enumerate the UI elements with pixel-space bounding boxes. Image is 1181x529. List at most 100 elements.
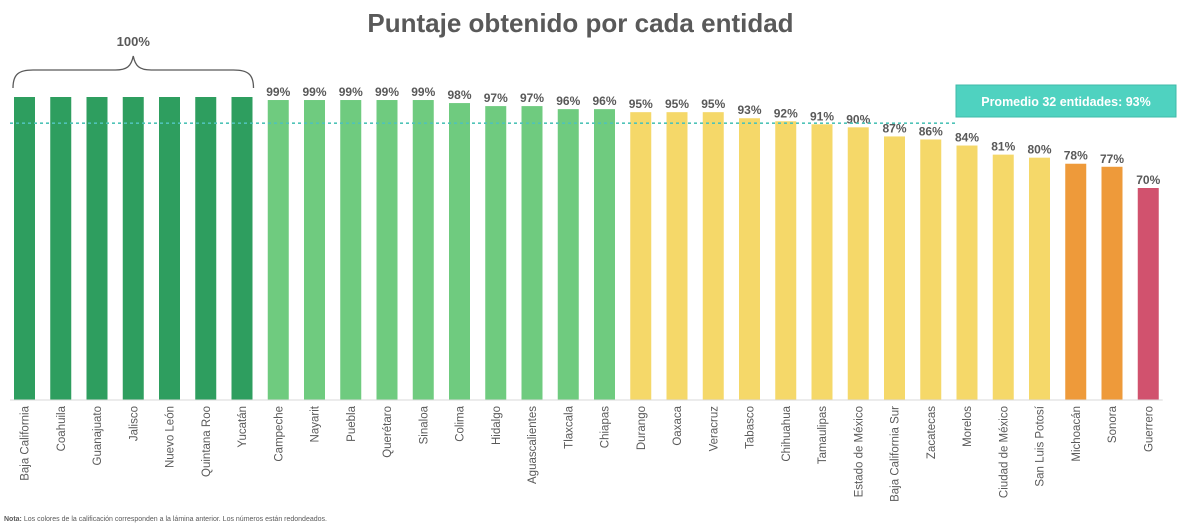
footnote-text: Los colores de la calificación correspon… — [23, 516, 327, 523]
value-label-13: 97% — [484, 91, 508, 105]
x-tick-label-24: Baja California Sur — [890, 406, 902, 502]
value-label-9: 99% — [339, 85, 363, 99]
x-tick-label-22: Tamaulipas — [817, 406, 829, 464]
value-label-11: 99% — [411, 85, 435, 99]
value-label-21: 92% — [774, 106, 798, 120]
x-tick-label-30: Sonora — [1107, 405, 1119, 443]
bar-24 — [884, 136, 905, 400]
value-label-25: 86% — [919, 124, 943, 138]
bar-7 — [267, 100, 289, 400]
x-tick-label-12: Colima — [455, 405, 467, 441]
footnote-prefix: Nota: — [4, 516, 22, 523]
bar-3 — [122, 97, 144, 400]
bar-8 — [304, 100, 325, 400]
x-tick-label-27: Ciudad de México — [998, 406, 1010, 498]
x-tick-label-9: Puebla — [346, 405, 358, 441]
x-tick-label-16: Chiapas — [600, 406, 612, 448]
bar-29 — [1065, 163, 1087, 400]
bar-23 — [847, 127, 869, 400]
bar-28 — [1029, 157, 1050, 400]
bracket-100-percent — [12, 55, 255, 89]
x-tick-label-14: Aguascalientes — [527, 406, 539, 484]
x-tick-label-4: Nuevo León — [165, 406, 177, 468]
bar-10 — [376, 100, 398, 400]
bar-4 — [159, 97, 180, 400]
bar-19 — [702, 112, 724, 401]
bar-20 — [739, 118, 760, 400]
bar-12 — [449, 103, 470, 400]
value-label-7: 99% — [266, 85, 290, 99]
x-tick-label-3: Jalisco — [128, 406, 140, 441]
x-tick-label-21: Chihuahua — [781, 405, 793, 461]
value-label-22: 91% — [810, 109, 834, 123]
chart-title: Puntaje obtenido por cada entidad — [367, 8, 794, 38]
value-label-19: 95% — [701, 97, 725, 111]
x-tick-label-5: Quintana Roo — [201, 406, 213, 477]
value-label-14: 97% — [520, 91, 544, 105]
bar-21 — [775, 121, 797, 401]
value-label-31: 70% — [1136, 173, 1160, 187]
x-tick-label-18: Oaxaca — [672, 405, 684, 445]
x-tick-label-0: Baja California — [20, 405, 32, 480]
x-tick-label-20: Tabasco — [745, 406, 757, 449]
average-box-rect — [955, 84, 1177, 118]
footnote: Nota: Los colores de la calificación cor… — [4, 516, 327, 523]
average-label: Promedio 32 entidades: 93% — [981, 95, 1151, 109]
x-tick-label-23: Estado de México — [853, 406, 865, 497]
value-label-30: 77% — [1100, 152, 1124, 166]
x-tick-label-31: Guerrero — [1143, 406, 1155, 452]
x-tick-label-11: Sinaloa — [418, 405, 430, 444]
x-tick-label-10: Querétaro — [382, 406, 394, 458]
x-tick-label-25: Zacatecas — [926, 406, 938, 459]
x-axis-labels: Baja California Coahuila Guanajuato Jalisco… — [20, 405, 1156, 502]
value-label-12: 98% — [447, 88, 471, 102]
value-label-23: 90% — [846, 112, 870, 126]
bar-0 — [14, 97, 35, 400]
bar-1 — [50, 97, 72, 400]
value-label-24: 87% — [882, 121, 906, 135]
bar-17 — [630, 112, 652, 401]
value-label-8: 99% — [302, 85, 326, 99]
x-tick-label-19: Veracruz — [708, 406, 720, 452]
x-tick-label-26: Morelos — [962, 406, 974, 447]
x-tick-label-1: Coahuila — [56, 405, 68, 451]
value-label-15: 96% — [556, 94, 580, 108]
bar-9 — [340, 100, 362, 400]
bar-22 — [811, 124, 833, 401]
x-tick-label-7: Campeche — [273, 406, 285, 462]
bracket-label: 100% — [117, 34, 151, 49]
x-tick-label-28: San Luis Potosí — [1035, 405, 1047, 486]
value-label-18: 95% — [665, 97, 689, 111]
bar-27 — [992, 154, 1014, 400]
bar-26 — [956, 145, 978, 400]
bar-5 — [195, 97, 217, 400]
value-label-26: 84% — [955, 131, 979, 145]
x-tick-label-8: Nayarit — [310, 405, 322, 442]
bars-group: 99% 99% 99% 99% 99% 98% 97% 97% 96% 96% 95% 95% 95% 9… — [14, 85, 1161, 401]
bar-14 — [521, 106, 543, 400]
average-box: Promedio 32 entidades: 93% — [955, 84, 1177, 118]
bar-31 — [1137, 188, 1159, 400]
x-tick-label-2: Guanajuato — [92, 406, 104, 465]
value-label-17: 95% — [629, 97, 653, 111]
x-tick-label-6: Yucatán — [237, 406, 249, 448]
bar-11 — [412, 100, 434, 400]
x-tick-label-13: Hidalgo — [491, 406, 503, 445]
bar-13 — [485, 106, 507, 400]
x-tick-label-17: Durango — [636, 406, 648, 450]
value-label-10: 99% — [375, 85, 399, 99]
bar-25 — [920, 139, 942, 400]
bar-30 — [1101, 166, 1123, 400]
x-tick-label-29: Michoacán — [1071, 406, 1083, 462]
x-tick-label-15: Tlaxcala — [563, 405, 575, 448]
bar-16 — [594, 109, 615, 400]
value-label-29: 78% — [1064, 149, 1088, 163]
bar-18 — [666, 112, 688, 401]
bar-15 — [557, 109, 579, 400]
value-label-20: 93% — [737, 103, 761, 117]
value-label-16: 96% — [592, 94, 616, 108]
bar-6 — [231, 97, 253, 400]
bar-2 — [86, 97, 108, 400]
value-label-28: 80% — [1027, 143, 1051, 157]
